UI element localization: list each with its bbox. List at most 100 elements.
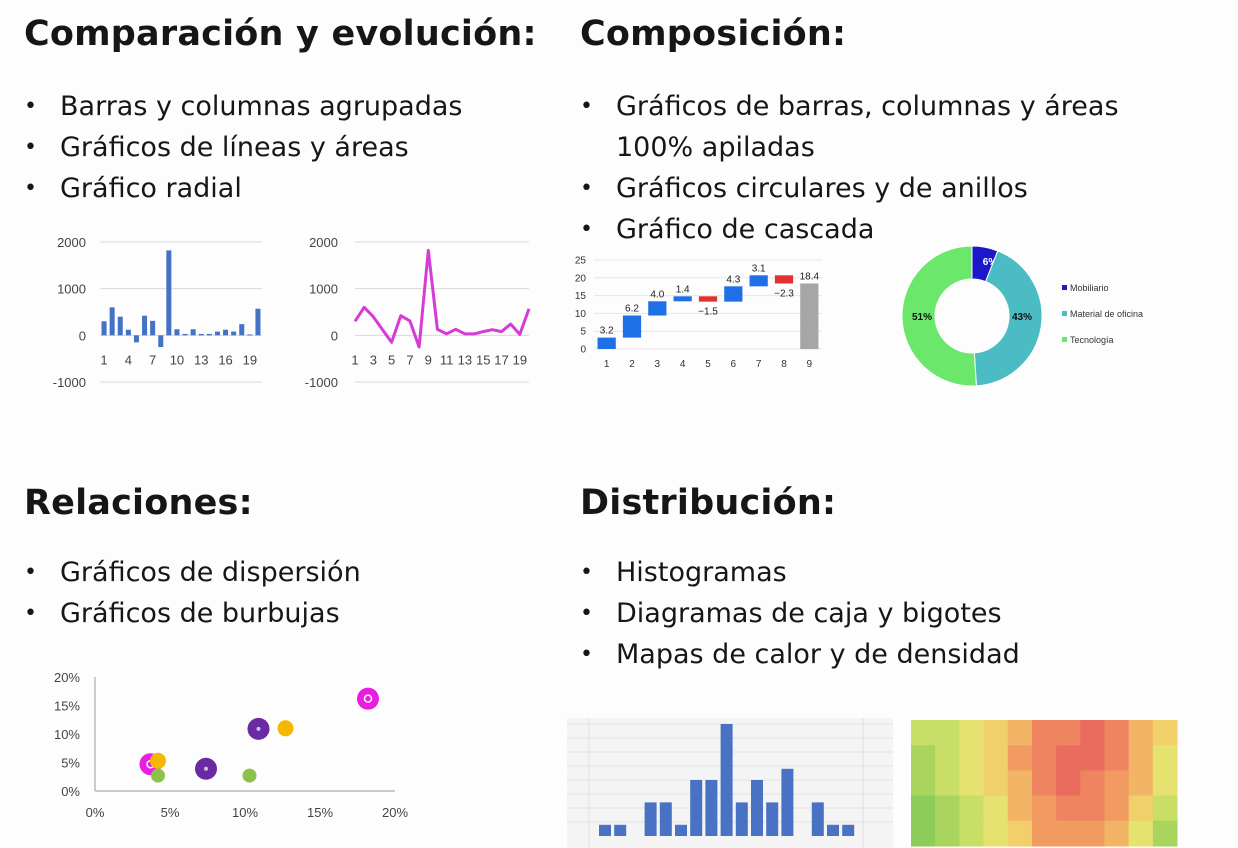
x-tick-label: 9: [425, 352, 432, 367]
waterfall-bar: [774, 275, 794, 284]
heading-comparacion: Comparación y evolución:: [24, 14, 537, 54]
data-label: −1.5: [698, 307, 718, 318]
x-tick-label: 15: [476, 352, 490, 367]
x-tick-label: 2: [629, 359, 635, 370]
heatmap-cell: [1152, 770, 1178, 797]
list-distribucion: Histogramas Diagramas de caja y bigotes …: [580, 552, 1200, 675]
heatmap-cell: [1128, 720, 1154, 746]
list-item: Gráfico de cascada: [580, 209, 1200, 250]
heatmap-cell: [1031, 795, 1057, 822]
heatmap-cell: [983, 720, 1009, 746]
histogram-bar: [614, 824, 627, 836]
bubble: [151, 768, 165, 783]
waterfall-bar: [698, 296, 718, 302]
x-tick-label: 1: [604, 359, 610, 370]
bar: [150, 320, 156, 336]
waterfall-bar: [724, 286, 743, 302]
legend-swatch: [1062, 311, 1067, 316]
y-tick-label: 5%: [61, 756, 80, 771]
waterfall-bar: [800, 283, 819, 349]
legend-swatch: [1062, 285, 1067, 290]
histogram-bar: [690, 780, 703, 836]
heatmap-cell: [911, 820, 936, 847]
histogram-bar: [735, 802, 748, 836]
bar: [158, 335, 164, 347]
heatmap-cell: [1080, 820, 1105, 847]
bar: [198, 333, 204, 336]
histogram-bar: [705, 780, 718, 836]
data-label: 6.2: [625, 304, 639, 315]
histogram-chart: [567, 718, 893, 848]
heatmap-cell: [983, 770, 1009, 797]
heatmap-cell: [983, 820, 1009, 847]
slice-label: 51%: [912, 312, 932, 323]
heatmap-cell: [911, 720, 936, 746]
heatmap-cell: [911, 745, 936, 771]
bubble-marker: [363, 694, 373, 703]
bar: [223, 329, 229, 336]
x-tick-label: 3: [655, 359, 661, 370]
heatmap-cell: [959, 720, 985, 746]
y-tick-label: 0: [331, 328, 338, 343]
list-item: Gráficos de líneas y áreas: [24, 127, 544, 168]
list-item: Barras y columnas agrupadas: [24, 86, 544, 127]
x-tick-label: 17: [494, 352, 508, 367]
histogram-bar: [827, 824, 839, 836]
data-label: 18.4: [800, 271, 820, 282]
y-tick-label: 15: [575, 291, 587, 302]
x-tick-label: 13: [194, 352, 208, 367]
heatmap-cell: [1056, 820, 1081, 847]
heatmap-cell: [959, 795, 985, 822]
x-tick-label: 15%: [307, 805, 333, 820]
x-tick-label: 4: [125, 352, 132, 367]
histogram-bar: [659, 802, 672, 836]
bar: [142, 315, 148, 336]
bar: [190, 329, 196, 336]
y-tick-label: 25: [575, 256, 587, 267]
donut-slice: [901, 245, 977, 387]
bubble: [150, 752, 166, 769]
slice-label: 6%: [983, 257, 998, 268]
histogram-bar: [599, 824, 611, 836]
x-tick-label: 4: [680, 359, 686, 370]
bar: [174, 329, 180, 336]
bar: [247, 334, 253, 336]
heatmap-cell: [1104, 745, 1130, 771]
data-label: 1.4: [676, 284, 690, 295]
heatmap-cell: [911, 795, 936, 822]
slice-label: 43%: [1012, 312, 1032, 323]
bar: [182, 333, 188, 336]
bar: [109, 307, 115, 336]
heatmap-cell: [1031, 745, 1057, 771]
bar: [206, 333, 212, 336]
x-tick-label: 10%: [232, 805, 258, 820]
waterfall-bar: [648, 301, 667, 316]
y-tick-label: 0: [580, 345, 586, 356]
heatmap-cell: [1104, 770, 1130, 797]
list-item: Mapas de calor y de densidad: [580, 634, 1200, 675]
x-tick-label: 8: [781, 359, 787, 370]
heatmap-cell: [1007, 820, 1033, 847]
heatmap-cell: [1152, 820, 1178, 847]
y-tick-label: -1000: [53, 375, 86, 390]
heatmap-cell: [1104, 820, 1130, 847]
bar: [239, 324, 245, 336]
list-composicion: Gráficos de barras, columnas y áreas 100…: [580, 86, 1200, 250]
legend-label: Mobiliario: [1070, 283, 1109, 293]
y-tick-label: 0: [79, 328, 86, 343]
x-tick-label: 5: [388, 352, 395, 367]
y-tick-label: -1000: [305, 375, 338, 390]
legend-swatch: [1062, 337, 1067, 342]
heading-relaciones: Relaciones:: [24, 483, 253, 523]
heatmap-cell: [1056, 770, 1081, 797]
y-tick-label: 0%: [61, 784, 80, 799]
x-tick-label: 6: [731, 359, 737, 370]
y-tick-label: 20: [575, 273, 587, 284]
x-tick-label: 7: [149, 352, 156, 367]
data-label: 3.2: [600, 326, 614, 337]
heatmap-cell: [1152, 720, 1178, 746]
heatmap-cell: [1056, 795, 1081, 822]
donut-slice: [973, 250, 1043, 387]
x-tick-label: 20%: [382, 805, 408, 820]
